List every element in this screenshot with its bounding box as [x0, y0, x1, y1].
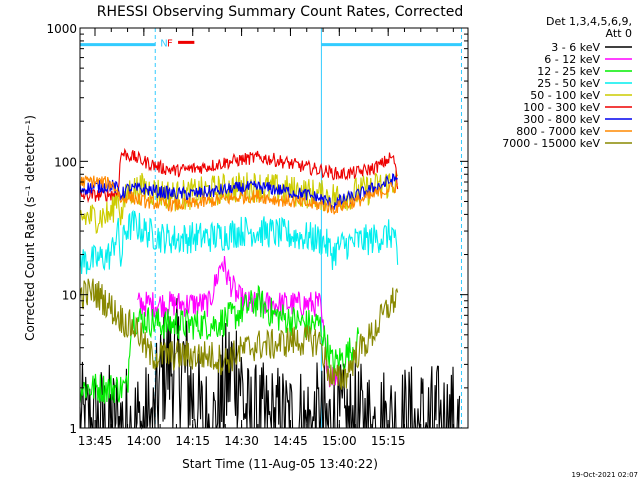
x-tick-label: 14:00 — [127, 434, 162, 448]
series-line-6 — [79, 173, 399, 210]
legend-entry-label: 800 - 7000 keV — [516, 125, 600, 138]
night-label: N — [160, 39, 167, 50]
x-tick-label: 15:15 — [371, 434, 406, 448]
y-tick-label: 1 — [69, 422, 77, 436]
legend-entry-label: 7000 - 15000 keV — [502, 137, 600, 150]
x-tick-label: 14:15 — [175, 434, 210, 448]
legend-entry-label: 6 - 12 keV — [544, 53, 600, 66]
chart-title: RHESSI Observing Summary Count Rates, Co… — [97, 4, 463, 20]
x-tick-label: 15:00 — [322, 434, 357, 448]
legend-entry-label: 50 - 100 keV — [530, 89, 600, 102]
series-line-2 — [79, 284, 360, 404]
flare-label: F — [167, 38, 173, 49]
series-line-1 — [136, 256, 340, 388]
x-tick-label: 14:45 — [273, 434, 308, 448]
y-tick-label: 100 — [54, 155, 77, 169]
y-tick-label: 10 — [62, 289, 77, 303]
series-lines — [79, 147, 461, 430]
legend-entry-label: 3 - 6 keV — [551, 41, 600, 54]
y-axis: 1 10 100 1000 — [46, 22, 468, 436]
series-line-5 — [79, 147, 399, 204]
flare-span: F — [167, 38, 195, 49]
legend-entry-label: 300 - 800 keV — [523, 113, 600, 126]
x-axis-label: Start Time (11-Aug-05 13:40:22) — [182, 457, 378, 471]
y-axis-label: Corrected Count Rate (s⁻¹ detector⁻¹) — [23, 115, 37, 341]
x-axis: 13:45 14:00 14:15 14:30 14:45 15:00 15:15 — [78, 28, 454, 448]
legend-entry-label: 12 - 25 keV — [537, 65, 600, 78]
timestamp: 19-Oct-2021 02:07 — [572, 471, 638, 479]
series-line-8 — [79, 278, 399, 390]
x-tick-label: 14:30 — [224, 434, 259, 448]
legend-entry-label: 100 - 300 keV — [523, 101, 600, 114]
series-line-3 — [79, 209, 399, 275]
series-line-7 — [79, 175, 399, 215]
y-tick-label: 1000 — [46, 22, 77, 36]
legend-entry-label: 25 - 50 keV — [537, 77, 600, 90]
x-tick-label: 13:45 — [78, 434, 113, 448]
legend-header: Att 0 — [606, 27, 632, 40]
legend-header: Det 1,3,4,5,6,9, — [546, 15, 632, 28]
